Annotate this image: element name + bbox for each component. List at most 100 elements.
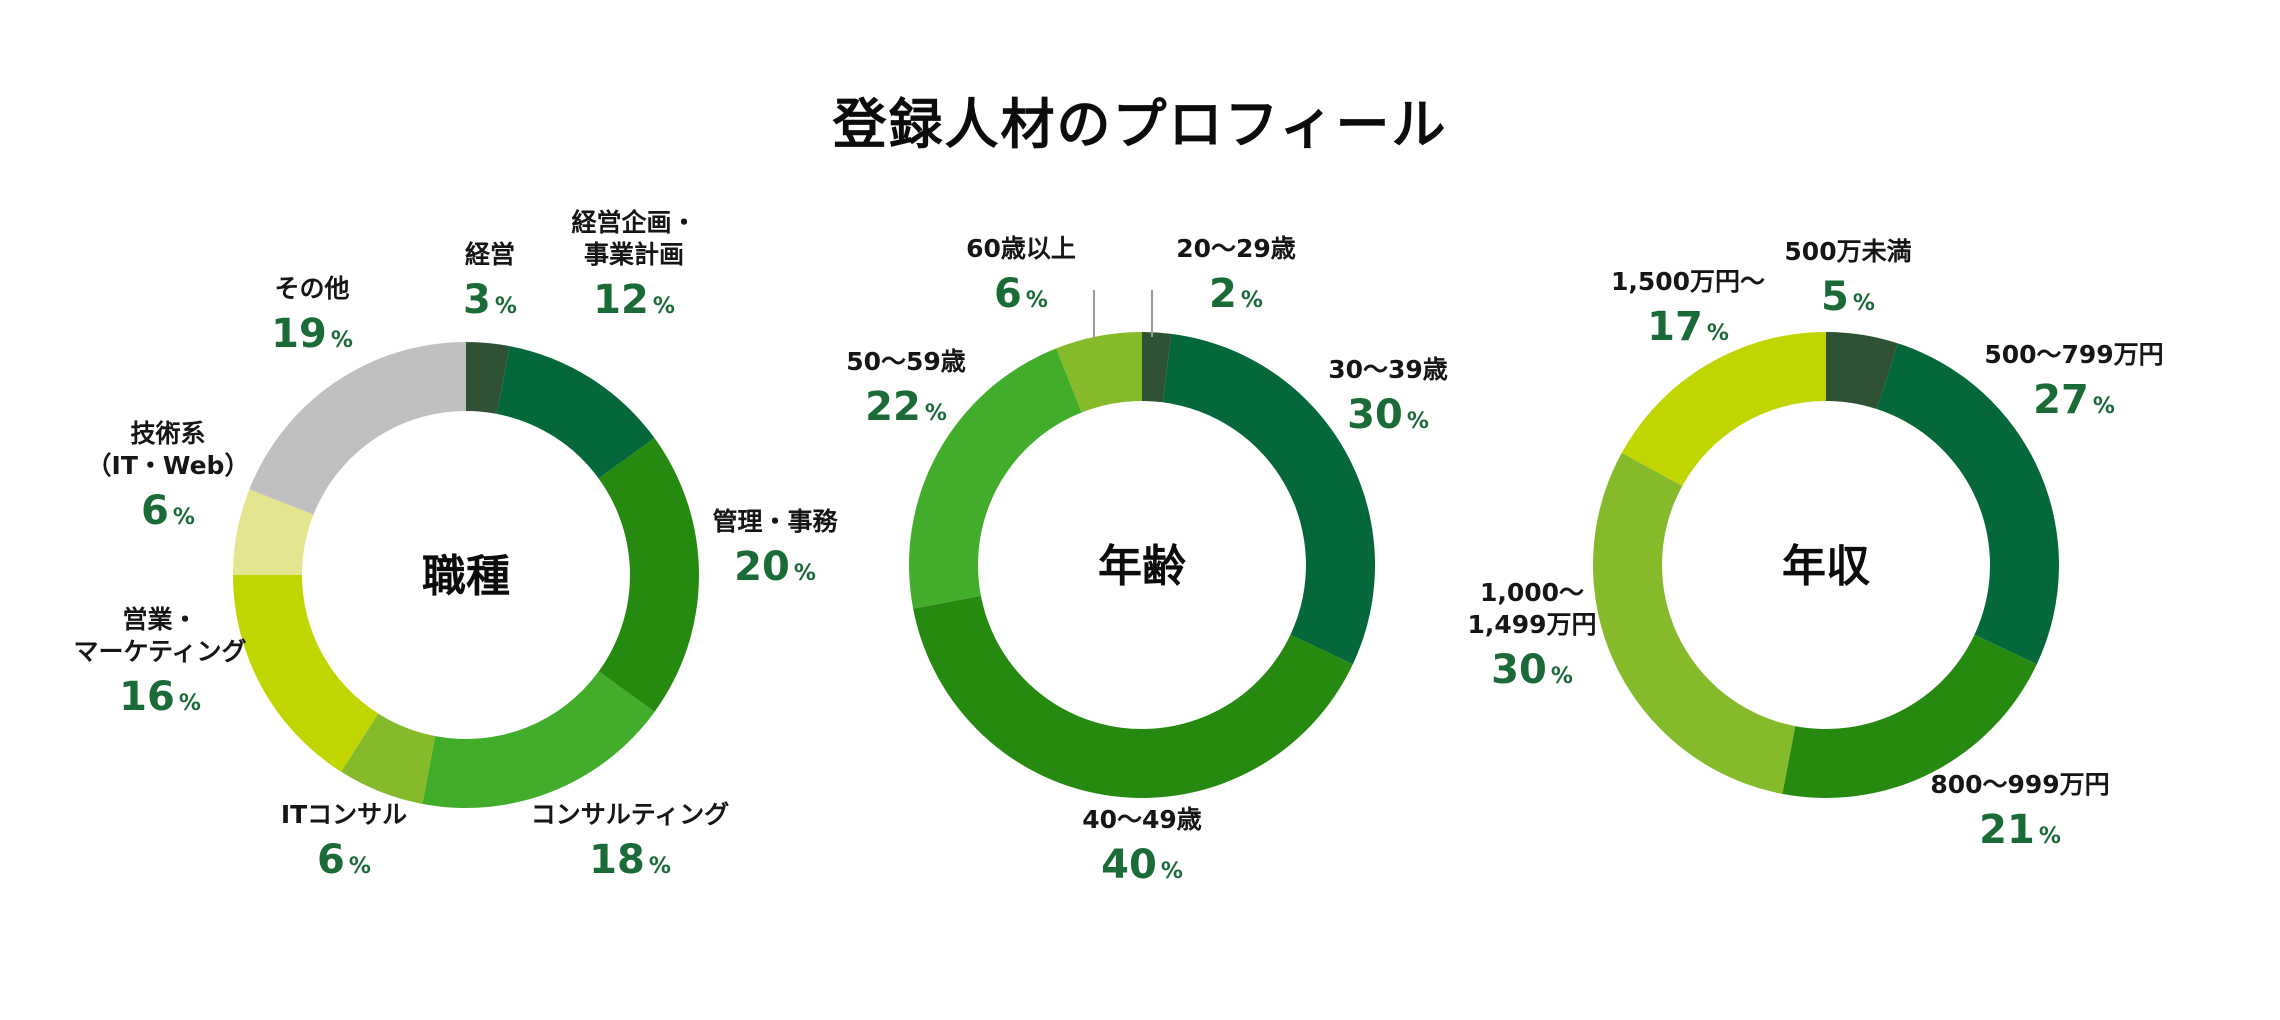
donut-slice (466, 342, 510, 414)
percent-symbol: % (1407, 409, 1429, 434)
slice-percent-label: 20% (734, 544, 816, 590)
donut-slice (1162, 333, 1375, 665)
slice-category-label: 経営企画・ (571, 208, 696, 237)
slice-value: 30 (1491, 647, 1547, 693)
donut-slice (909, 348, 1082, 609)
slice-category-label: 事業計画 (584, 240, 684, 269)
percent-symbol: % (1551, 664, 1573, 689)
percent-symbol: % (349, 854, 371, 879)
slice-category-label: 500万未満 (1784, 237, 1911, 266)
percent-symbol: % (331, 328, 353, 353)
percent-symbol: % (1707, 321, 1729, 346)
slice-category-label: 経営 (465, 240, 515, 269)
donut-slice (233, 489, 314, 575)
slice-value: 16 (119, 674, 175, 720)
donut-center-label: 年収 (1782, 541, 1870, 592)
donut-slice (1876, 343, 2059, 665)
slice-category-label: 技術系 (130, 419, 205, 448)
slice-percent-label: 5% (1821, 274, 1875, 320)
donut-slice (1142, 332, 1172, 403)
percent-symbol: % (794, 561, 816, 586)
slice-percent-label: 27% (2033, 377, 2115, 423)
slice-value: 3 (463, 277, 491, 323)
percent-symbol: % (1853, 291, 1875, 316)
percent-symbol: % (179, 691, 201, 716)
slice-label-group: その他 19% (271, 274, 353, 357)
donut-slice (1826, 332, 1898, 410)
slice-label-group: 経営企画・事業計画 12% (571, 208, 696, 323)
slice-label-group: 1,000～ 1,499万円 30% (1467, 578, 1596, 693)
slice-value: 17 (1647, 304, 1703, 350)
slice-percent-label: 2% (1209, 271, 1263, 317)
slice-percent-label: 3% (463, 277, 517, 323)
slice-value: 19 (271, 311, 327, 357)
percent-symbol: % (495, 294, 517, 319)
slice-category-label: その他 (274, 274, 349, 303)
slice-label-group: 500～799万円 27% (1984, 340, 2163, 423)
percent-symbol: % (653, 294, 675, 319)
slice-value: 21 (1979, 807, 2035, 853)
slice-percent-label: 22% (865, 384, 947, 430)
slice-category-label: 800～999万円 (1930, 770, 2109, 799)
percent-symbol: % (649, 854, 671, 879)
slice-category-label: 500～799万円 (1984, 340, 2163, 369)
slice-value: 5 (1821, 274, 1849, 320)
donut-slice (496, 346, 655, 479)
slice-label-group: 800～999万円 21% (1930, 770, 2109, 853)
slice-percent-label: 12% (593, 277, 675, 323)
slice-value: 6 (994, 271, 1022, 317)
slice-value: 12 (593, 277, 649, 323)
slice-label-group: 技術系 （IT・Web） 6% (87, 419, 250, 534)
slice-label-group: 500万未満 5% (1784, 237, 1911, 320)
slice-label-group: 20～29歳 2% (1176, 234, 1296, 317)
donut-slice (1782, 634, 2037, 798)
slice-label-group: ITコンサル 6% (281, 800, 407, 883)
slice-value: 22 (865, 384, 921, 430)
slice-value: 27 (2033, 377, 2089, 423)
slice-value: 20 (734, 544, 790, 590)
slice-label-group: 50～59歳 22% (846, 347, 966, 430)
slice-percent-label: 16% (119, 674, 201, 720)
slice-percent-label: 30% (1491, 647, 1573, 693)
slice-category-label: 40～49歳 (1082, 805, 1202, 834)
percent-symbol: % (1241, 288, 1263, 313)
slice-percent-label: 30% (1347, 392, 1429, 438)
slice-label-group: 営業・マーケティング 16% (73, 605, 246, 720)
percent-symbol: % (925, 401, 947, 426)
slice-value: 18 (589, 837, 645, 883)
slice-category-label: 管理・事務 (712, 507, 838, 536)
donut-slice (249, 342, 466, 515)
slice-value: 6 (141, 488, 169, 534)
donut-slice (1621, 332, 1826, 486)
donut-slice (1593, 452, 1796, 794)
donut-slice (598, 438, 699, 712)
slice-category-label: 営業・ (122, 605, 197, 634)
donut-center-label: 職種 (422, 551, 510, 602)
slice-category-label: （IT・Web） (87, 451, 250, 480)
donut-center-label: 年齢 (1098, 541, 1186, 592)
percent-symbol: % (2093, 394, 2115, 419)
slice-category-label: 1,500万円～ (1611, 267, 1765, 296)
slice-category-label: 30～39歳 (1328, 355, 1448, 384)
slice-label-group: 1,500万円～ 17% (1611, 267, 1765, 350)
donut-slice (913, 595, 1353, 798)
page-title: 登録人材のプロフィール (832, 93, 1448, 156)
donut-slice (233, 575, 379, 772)
slice-percent-label: 6% (141, 488, 195, 534)
percent-symbol: % (1026, 288, 1048, 313)
donut-slice (422, 671, 655, 808)
slice-value: 2 (1209, 271, 1237, 317)
slice-percent-label: 6% (994, 271, 1048, 317)
slice-label-group: 経営 3% (463, 240, 517, 323)
percent-symbol: % (2039, 824, 2061, 849)
percent-symbol: % (1161, 859, 1183, 884)
donut-slice (341, 713, 436, 804)
slice-category-label: 20～29歳 (1176, 234, 1296, 263)
slice-category-label: 50～59歳 (846, 347, 966, 376)
slice-value: 40 (1101, 842, 1157, 888)
slice-label-group: 40～49歳 40% (1082, 805, 1202, 888)
